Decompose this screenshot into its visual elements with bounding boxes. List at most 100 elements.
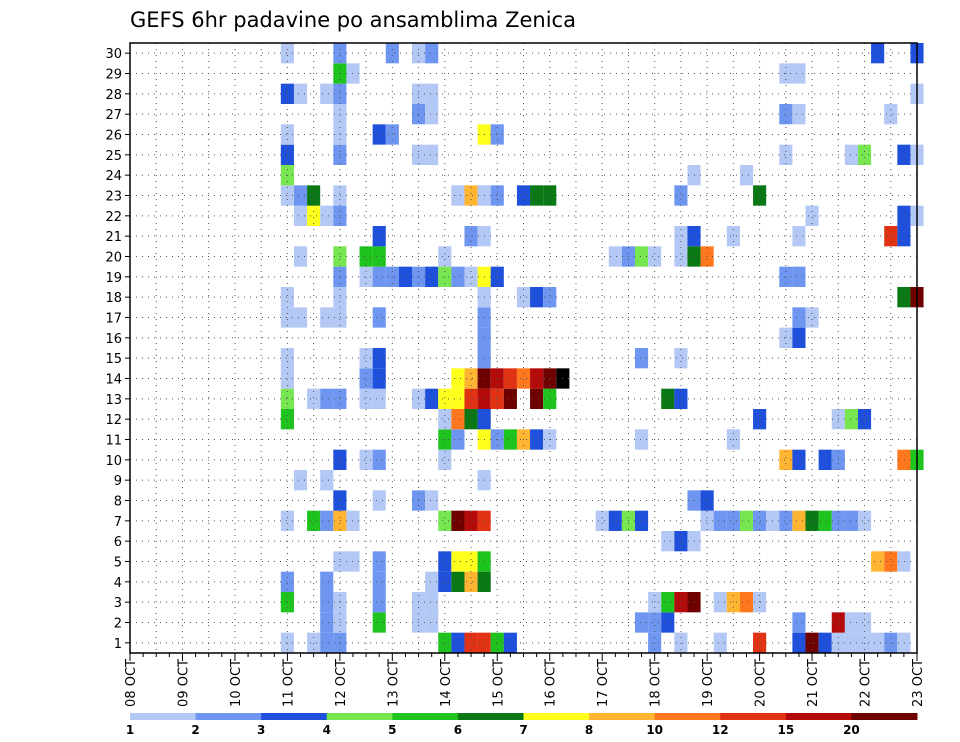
heatmap-cell [333, 205, 347, 226]
heatmap-cell [438, 571, 452, 592]
heatmap-cell [451, 266, 465, 287]
y-tick-label: 20 [105, 251, 122, 266]
heatmap-cell [280, 307, 294, 328]
heatmap-cell [897, 144, 911, 165]
heatmap-cell [438, 388, 452, 409]
heatmap-cell [726, 226, 740, 247]
heatmap-cell [897, 449, 911, 470]
y-tick-label: 26 [105, 129, 122, 144]
heatmap-cell [857, 612, 872, 633]
heatmap-cell [372, 571, 386, 592]
heatmap-cell [844, 632, 858, 653]
x-tick-label: 08 OCT [124, 659, 139, 707]
x-tick-label: 18 OCT [649, 659, 664, 707]
heatmap-cell [359, 266, 373, 287]
heatmap-cell [516, 287, 531, 308]
heatmap-cell [897, 287, 911, 308]
heatmap-cell [516, 368, 531, 389]
y-tick-label: 3 [114, 596, 122, 611]
y-tick-label: 19 [105, 271, 122, 286]
colorbar-label: 10 [646, 723, 663, 737]
heatmap-cell [490, 185, 504, 206]
heatmap-cell [451, 571, 465, 592]
heatmap-cell [634, 510, 649, 531]
heatmap-cell [280, 632, 294, 653]
heatmap-cell [595, 510, 609, 531]
heatmap-cell [451, 429, 465, 450]
heatmap-cell [726, 592, 740, 613]
heatmap-cell [490, 124, 504, 145]
heatmap-cell [280, 348, 294, 369]
heatmap-cell [779, 266, 793, 287]
heatmap-cell [661, 612, 675, 633]
heatmap-cell [490, 632, 504, 653]
heatmap-cell [333, 449, 347, 470]
heatmap-cell [739, 165, 754, 186]
y-tick-label: 5 [114, 556, 122, 571]
heatmap-cell [844, 144, 858, 165]
heatmap-cell [425, 388, 439, 409]
heatmap-cell [333, 144, 347, 165]
heatmap-cell [293, 83, 308, 104]
heatmap-cell [333, 612, 347, 633]
heatmap-cell [792, 449, 806, 470]
heatmap-cell [280, 592, 294, 613]
heatmap-cell [739, 510, 754, 531]
heatmap-cell [425, 104, 439, 125]
heatmap-cell [634, 246, 649, 267]
heatmap-cell [792, 104, 806, 125]
heatmap-cell [634, 612, 649, 633]
heatmap-cell [792, 266, 806, 287]
heatmap-cell [543, 388, 557, 409]
heatmap-cell [307, 185, 321, 206]
heatmap-cell [425, 490, 439, 511]
heatmap-cell [844, 409, 858, 430]
heatmap-cell [792, 510, 806, 531]
heatmap-cell [779, 104, 793, 125]
heatmap-cell [438, 266, 452, 287]
heatmap-cell [464, 632, 478, 653]
x-tick-label: 10 OCT [229, 659, 244, 707]
heatmap-cell [648, 632, 662, 653]
heatmap-cell [792, 63, 806, 84]
heatmap-cell [530, 429, 544, 450]
heatmap-cell [503, 429, 517, 450]
heatmap-cell [503, 632, 517, 653]
heatmap-cell [490, 388, 504, 409]
y-tick-label: 29 [105, 68, 122, 83]
heatmap-cell [280, 287, 294, 308]
heatmap-cell [805, 307, 819, 328]
y-tick-label: 23 [105, 190, 122, 205]
heatmap-cell [503, 388, 517, 409]
y-tick-label: 12 [105, 413, 122, 428]
colorbar-segment [261, 713, 328, 720]
heatmap-cell [333, 83, 347, 104]
heatmap-cell [372, 490, 386, 511]
colorbar-segment [720, 713, 787, 720]
y-tick-label: 11 [105, 434, 122, 449]
heatmap-cell [372, 246, 386, 267]
heatmap-cell [307, 205, 321, 226]
y-tick-label: 13 [105, 393, 122, 408]
y-tick-label: 27 [105, 108, 122, 123]
heatmap-cell [320, 307, 334, 328]
colorbar-segment [851, 713, 918, 720]
heatmap-cell [648, 246, 662, 267]
heatmap-cell [674, 185, 688, 206]
y-tick-label: 18 [105, 291, 122, 306]
heatmap-cell [608, 246, 622, 267]
heatmap-cell [897, 205, 911, 226]
heatmap-cell [372, 612, 386, 633]
heatmap-cells [280, 43, 924, 653]
heatmap-cell [333, 185, 347, 206]
heatmap-cell [333, 307, 347, 328]
y-tick-label: 2 [114, 617, 122, 632]
heatmap-cell [333, 490, 347, 511]
colorbar-segment [195, 713, 262, 720]
heatmap-cell [280, 388, 294, 409]
heatmap-cell [503, 368, 517, 389]
heatmap-cell [753, 510, 767, 531]
x-tick-label: 14 OCT [439, 659, 454, 707]
x-tick-label: 13 OCT [386, 659, 401, 707]
heatmap-cell [530, 368, 544, 389]
